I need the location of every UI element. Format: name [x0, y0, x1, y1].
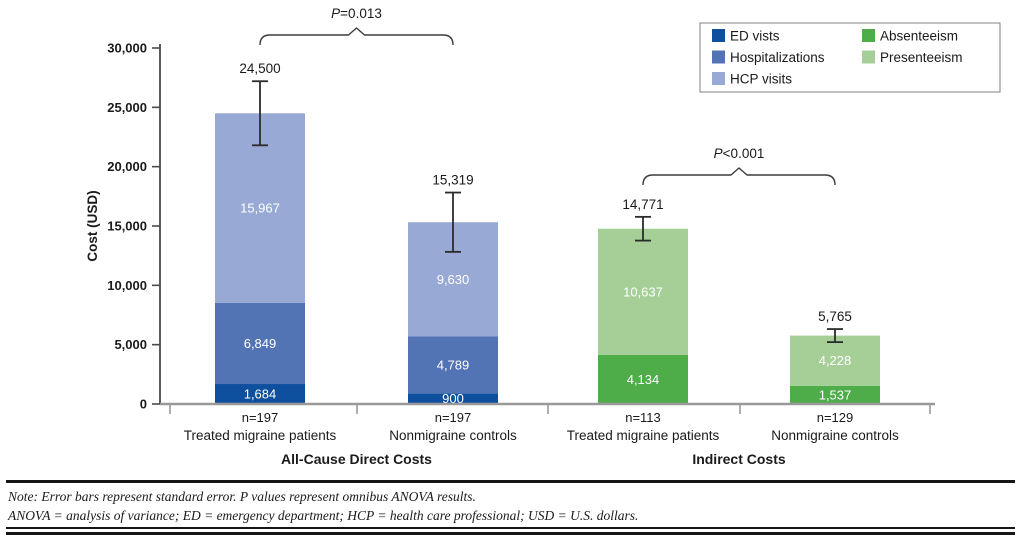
legend-swatch-hospitalizations: [712, 50, 725, 64]
segment-value-label-hospitalizations: 6,849: [244, 336, 277, 351]
legend-swatch-ed-vists: [712, 29, 725, 42]
y-tick-label: 5,000: [114, 337, 147, 352]
bar-segment-ed-vists: [408, 393, 498, 404]
y-tick-label: 25,000: [107, 100, 147, 115]
y-tick-label: 0: [140, 397, 147, 412]
footnote-note: Note: Error bars represent standard erro…: [8, 489, 476, 504]
bar-segment-presenteeism: [598, 228, 688, 355]
legend-label-absenteeism: Absenteeism: [880, 29, 958, 44]
bar-segment-ed-vists: [215, 384, 305, 404]
legend-label-hospitalizations: Hospitalizations: [730, 50, 825, 65]
category-label: Nonmigraine controls: [389, 428, 517, 443]
legend-swatch-presenteeism: [862, 50, 875, 64]
y-axis-title: Cost (USD): [85, 190, 100, 261]
sample-size-label: n=197: [242, 410, 279, 425]
stacked-bar-chart: 0 5,000 10,000 15,000 20,000 25,000 30,000 Cost…: [85, 6, 1001, 467]
segment-value-label-ed-vists: 1,684: [244, 387, 277, 402]
y-tick-label: 20,000: [107, 159, 147, 174]
category-label: Nonmigraine controls: [771, 428, 899, 443]
significance-brace: [642, 167, 836, 186]
legend-swatch-hcp-visits: [712, 72, 725, 85]
legend-swatch-absenteeism: [862, 29, 875, 42]
legend-label-hcp-visits: HCP visits: [730, 72, 792, 87]
bar-total-label: 15,319: [432, 173, 473, 188]
y-tick-label: 10,000: [107, 278, 147, 293]
legend-box: [699, 22, 1001, 93]
segment-value-label-hospitalizations: 4,789: [437, 357, 470, 372]
category-label: Treated migraine patients: [567, 428, 720, 443]
p-value-label: P=0.013: [331, 6, 382, 21]
bar-total-label: 14,771: [622, 197, 663, 212]
bar-segment-absenteeism: [598, 354, 688, 404]
bar-total-label: 24,500: [239, 61, 280, 76]
segment-value-label-presenteeism: 10,637: [623, 284, 663, 299]
sample-size-label: n=129: [817, 410, 854, 425]
bar-segment-absenteeism: [790, 385, 880, 404]
y-tick-label: 15,000: [107, 219, 147, 234]
divider-top: [6, 480, 1015, 483]
segment-value-label-hcp-visits: 9,630: [437, 272, 470, 287]
p-value-label: P<0.001: [714, 146, 765, 161]
y-tick-label: 30,000: [107, 41, 147, 56]
legend-label-presenteeism: Presenteeism: [880, 50, 963, 65]
divider-bottom: [6, 527, 1015, 535]
sample-size-label: n=113: [625, 410, 661, 425]
segment-value-label-absenteeism: 1,537: [819, 387, 852, 402]
group-label-all-cause-direct-costs: All-Cause Direct Costs: [281, 451, 432, 467]
group-label-indirect-costs: Indirect Costs: [692, 451, 786, 467]
bar-segment-presenteeism: [790, 335, 880, 386]
significance-brace: [259, 27, 454, 46]
sample-size-label: n=197: [435, 410, 472, 425]
legend-label-ed-vists: ED vists: [730, 29, 780, 44]
bar-total-label: 5,765: [818, 309, 852, 324]
footnote-abbreviations: ANOVA = analysis of variance; ED = emerg…: [8, 508, 639, 523]
bar-segment-hospitalizations: [408, 336, 498, 394]
segment-value-label-absenteeism: 4,134: [627, 372, 660, 387]
bar-segment-hospitalizations: [215, 302, 305, 385]
category-label: Treated migraine patients: [184, 428, 337, 443]
segment-value-label-hcp-visits: 15,967: [240, 201, 280, 216]
segment-value-label-ed-vists: 900: [442, 391, 464, 406]
segment-value-label-presenteeism: 4,228: [819, 353, 852, 368]
